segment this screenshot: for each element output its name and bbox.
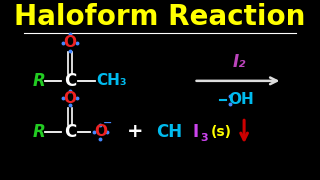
Text: Haloform Reaction: Haloform Reaction (14, 3, 306, 31)
Text: O: O (63, 91, 76, 106)
Text: I: I (192, 123, 198, 141)
Text: −: − (102, 118, 112, 128)
Text: I₂: I₂ (233, 53, 246, 71)
Text: 3: 3 (200, 133, 208, 143)
Text: O: O (94, 124, 107, 139)
Text: R: R (33, 123, 45, 141)
Text: (s): (s) (211, 125, 232, 139)
Text: C: C (64, 72, 76, 90)
Text: OH: OH (228, 92, 254, 107)
Text: R: R (33, 72, 45, 90)
Text: +: + (127, 122, 144, 141)
Text: CH: CH (156, 123, 182, 141)
Text: C: C (64, 123, 76, 141)
Text: CH₃: CH₃ (96, 73, 126, 88)
Text: O: O (63, 35, 76, 50)
